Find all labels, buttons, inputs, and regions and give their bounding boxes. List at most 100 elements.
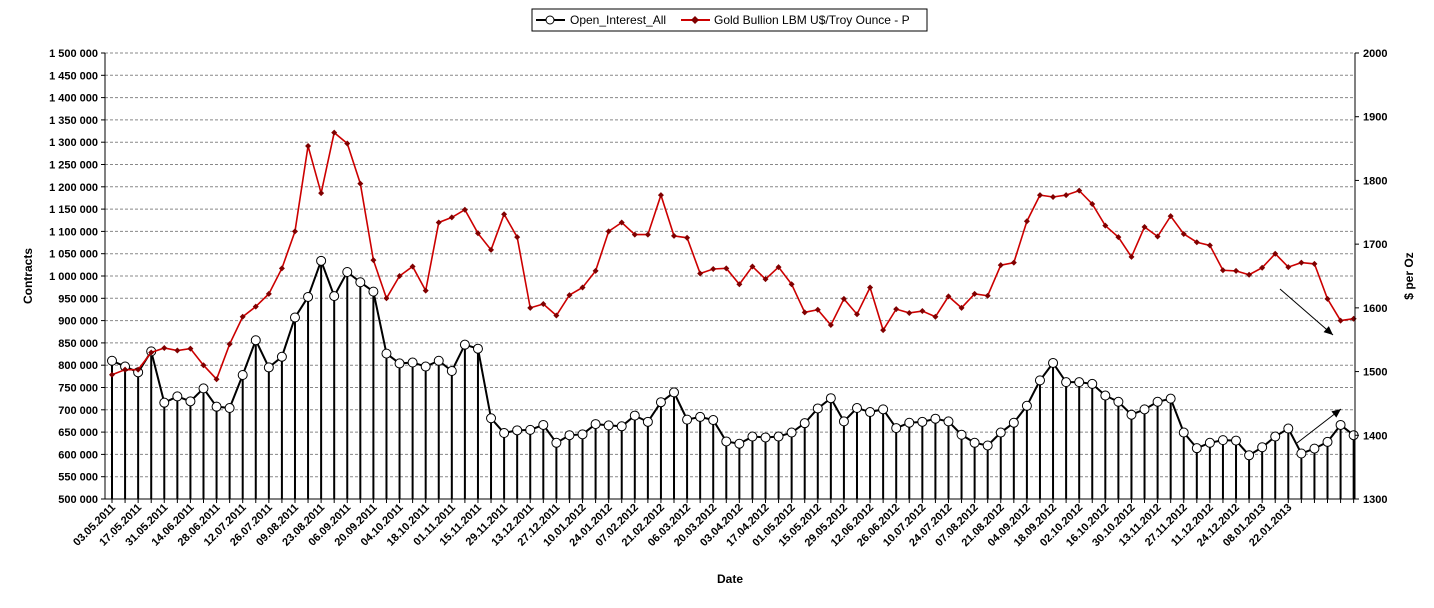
open-interest-point [355, 277, 366, 288]
gold-price-point [161, 344, 168, 351]
open-interest-point [851, 403, 862, 414]
gold-price-point [671, 232, 678, 239]
gold-price-point [827, 322, 834, 329]
gold-price-point [1259, 264, 1266, 271]
open-interest-up-arrow-head [1331, 409, 1341, 418]
gold-price-point [1050, 193, 1057, 200]
gold-price-point [631, 231, 638, 238]
open-interest-point [865, 407, 876, 418]
left-axis-ticks: 500 000 550 000 600 000 650 000 700 000 750 0… [49, 48, 105, 506]
open-interest-point [956, 429, 967, 440]
gold-price-point [984, 292, 991, 299]
gold-price-point [265, 290, 272, 297]
gold-price-point [1023, 218, 1030, 225]
gold-price-point [396, 273, 403, 279]
open-interest-point [1309, 443, 1320, 454]
gold-price-point [1036, 192, 1043, 199]
gold-price-point [1063, 192, 1070, 199]
open-interest-point [250, 335, 261, 346]
open-interest-point [878, 404, 889, 415]
open-interest-point [538, 419, 549, 430]
open-interest-point [590, 419, 601, 430]
gold-price-point [736, 281, 743, 288]
open-interest-point [185, 396, 196, 407]
open-interest-point [629, 410, 640, 421]
gold-price-point [775, 264, 782, 271]
gold-price-point [291, 228, 298, 235]
gold-price-point [1128, 253, 1135, 260]
open-interest-point [446, 365, 457, 376]
gold-price-point [710, 265, 717, 272]
x-axis-title: Date [717, 572, 743, 586]
gold-price-point [344, 140, 351, 147]
gold-price-point [135, 366, 142, 373]
open-interest-point [263, 362, 274, 373]
gold-price-point [1219, 267, 1226, 274]
open-interest-point [943, 416, 954, 427]
gold-price-point [1076, 187, 1083, 194]
open-interest-point [316, 255, 327, 266]
open-interest-point [838, 416, 849, 427]
gold-price-point [461, 206, 468, 213]
open-interest-line [111, 257, 1355, 457]
open-interest-point [1048, 357, 1059, 368]
left-tick-label: 1 000 000 [49, 271, 98, 283]
gold-price-point [814, 306, 821, 313]
open-interest-point [211, 401, 222, 412]
open-interest-point [642, 416, 653, 427]
open-interest-point [1139, 404, 1150, 415]
open-interest-point [394, 358, 405, 369]
right-tick-label: 1700 [1363, 239, 1387, 251]
open-interest-point [616, 421, 627, 432]
left-tick-label: 1 500 000 [49, 48, 98, 60]
gold-price-point [788, 281, 795, 288]
open-interest-point [420, 361, 431, 372]
left-tick-label: 1 300 000 [49, 137, 98, 149]
left-tick-label: 550 000 [58, 472, 98, 484]
left-tick-label: 1 050 000 [49, 249, 98, 261]
open-interest-point [995, 427, 1006, 438]
open-interest-point [1034, 375, 1045, 386]
open-interest-point [1322, 436, 1333, 447]
legend-label-gold: Gold Bullion LBM U$/Troy Ounce - P [714, 13, 910, 27]
open-interest-point [825, 393, 836, 404]
open-interest-point [1008, 417, 1019, 428]
legend-marker-gold [691, 16, 699, 24]
open-interest-point [982, 440, 993, 451]
open-interest-point [512, 425, 523, 436]
open-interest-point [1074, 377, 1085, 388]
gold-price-point [357, 180, 364, 187]
gold-down-arrow-head [1323, 326, 1333, 335]
open-interest-point [655, 397, 666, 408]
open-interest-point [773, 431, 784, 442]
gold-price-point [801, 309, 808, 316]
gold-price-point [1337, 317, 1344, 324]
open-interest-point [1217, 435, 1228, 446]
open-interest-point [486, 413, 497, 424]
gold-price-point [853, 311, 860, 318]
gold-price-point [1180, 230, 1187, 237]
gold-price-point [422, 287, 429, 294]
gold-price-point [644, 231, 651, 238]
open-interest-point [669, 387, 680, 398]
open-interest-point [1087, 378, 1098, 389]
open-interest-point [224, 403, 235, 414]
gold-price-point [1285, 264, 1292, 271]
open-interest-up-arrow [1296, 408, 1342, 444]
gold-price-point [553, 312, 560, 319]
open-interest-point [917, 416, 928, 427]
gold-price-point [867, 284, 874, 291]
gold-price-point [278, 265, 285, 272]
gold-price-point [762, 276, 769, 283]
left-tick-label: 1 150 000 [49, 204, 98, 216]
open-interest-point [459, 339, 470, 350]
gold-price-point [618, 219, 625, 226]
right-tick-label: 1600 [1363, 303, 1387, 315]
gold-price-point [148, 349, 155, 356]
left-tick-label: 800 000 [58, 360, 98, 372]
gold-price-point [501, 211, 508, 218]
gold-price-point [174, 347, 181, 354]
gold-price-point [540, 301, 547, 308]
right-tick-label: 1900 [1363, 112, 1387, 124]
open-interest-point [734, 438, 745, 449]
